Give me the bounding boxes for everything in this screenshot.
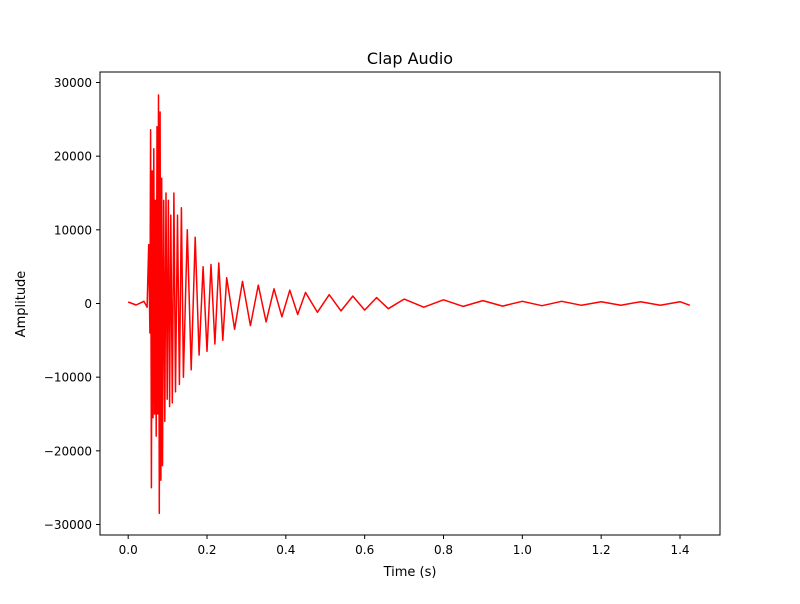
x-tick-label: 1.0 (513, 543, 532, 557)
x-tick-label: 0.2 (197, 543, 216, 557)
y-tick-label: −10000 (44, 371, 92, 385)
y-tick-label: 30000 (54, 76, 92, 90)
y-tick-label: −30000 (44, 518, 92, 532)
x-tick-label: 0.4 (276, 543, 295, 557)
y-tick-label: −20000 (44, 444, 92, 458)
plot-area (127, 94, 691, 515)
x-tick-label: 1.4 (670, 543, 689, 557)
x-axis-label: Time (s) (383, 565, 437, 580)
y-tick-label: 10000 (54, 223, 92, 237)
y-axis: −30000 −20000 −10000 0 10000 20000 30000 (44, 76, 100, 532)
x-tick-label: 0.0 (119, 543, 138, 557)
chart-title: Clap Audio (367, 49, 453, 68)
x-tick-label: 1.2 (592, 543, 611, 557)
x-axis: 0.0 0.2 0.4 0.6 0.8 1.0 1.2 1.4 (119, 535, 690, 557)
x-tick-label: 0.6 (355, 543, 374, 557)
y-tick-label: 0 (84, 297, 92, 311)
waveform-line-0 (127, 94, 691, 515)
y-tick-label: 20000 (54, 150, 92, 164)
y-axis-label: Amplitude (14, 271, 29, 338)
x-tick-label: 0.8 (434, 543, 453, 557)
